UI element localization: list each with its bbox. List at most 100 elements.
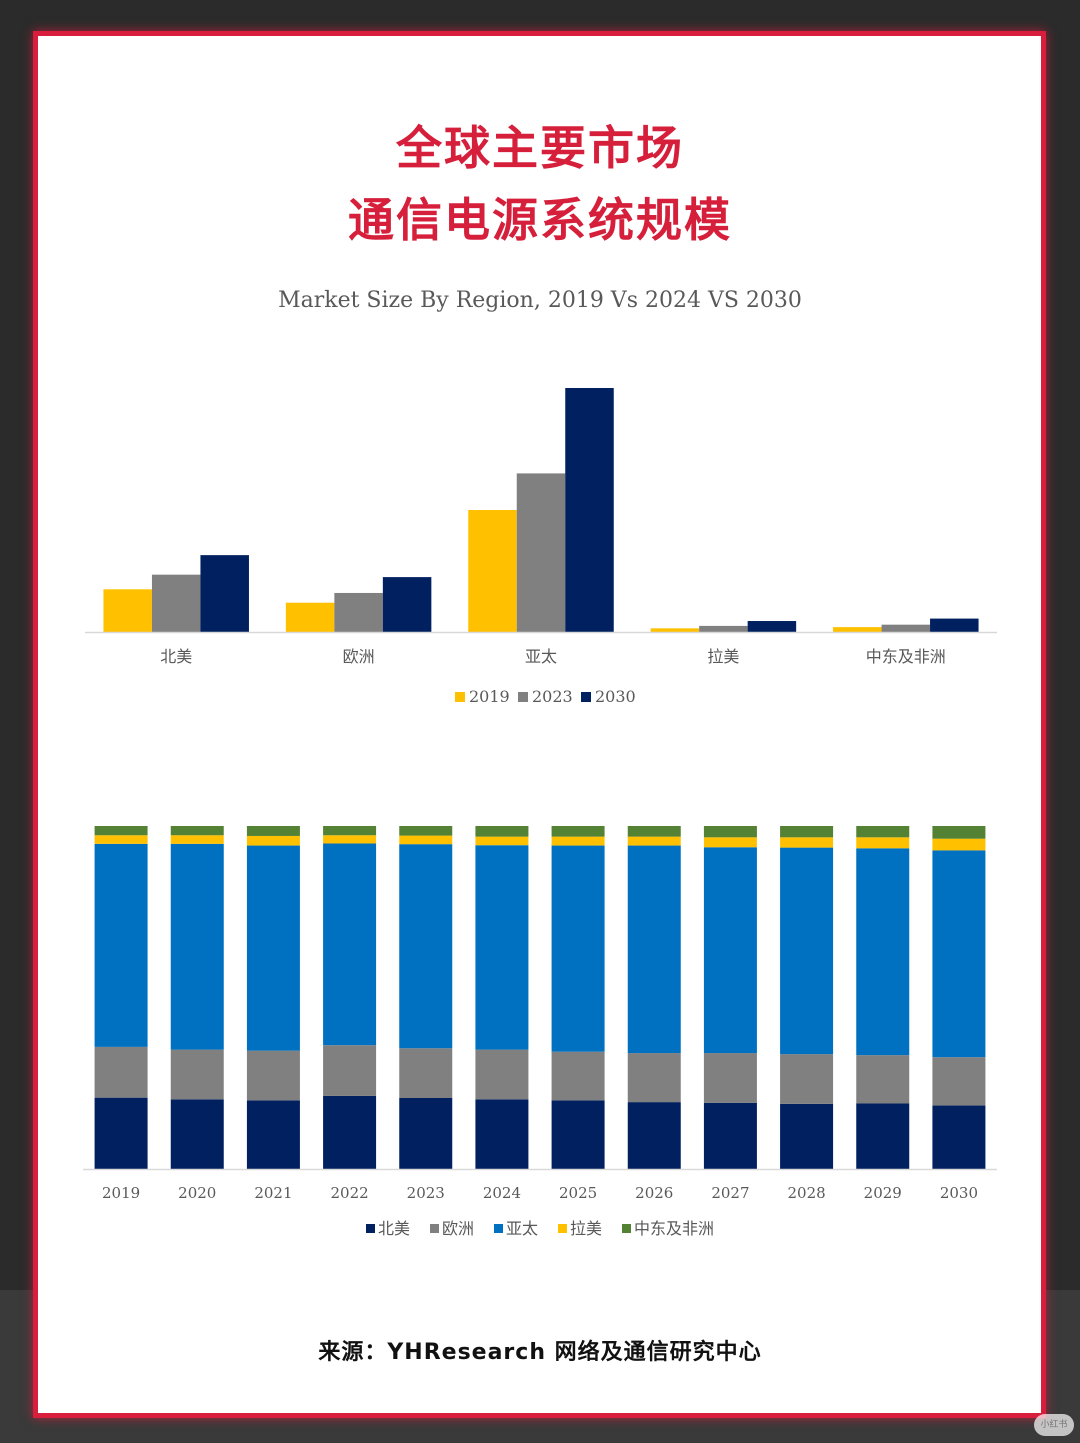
stack-2020-亚太 [170,843,224,1050]
stack-2021-中东及非洲 [246,826,300,836]
legend-swatch-2023 [518,692,528,702]
stack-2020-拉美 [170,835,224,844]
stack-2022-拉美 [323,835,377,844]
x-tick-label: 拉美 [707,647,739,666]
stack-2030-亚太 [932,850,986,1058]
stack-2022-中东及非洲 [323,826,377,836]
stack-2028-欧洲 [780,1054,834,1104]
legend-label-2019: 2019 [469,687,510,706]
bar-中东及非洲-2019 [833,627,882,632]
stack-2019-拉美 [94,835,148,844]
stack-2019-亚太 [94,843,148,1047]
legend-label-欧洲: 欧洲 [442,1219,474,1238]
legend-label-中东及非洲: 中东及非洲 [634,1219,714,1238]
stack-2024-中东及非洲 [475,826,529,837]
stack-2025-北美 [551,1100,605,1169]
legend-swatch-欧洲 [430,1224,439,1233]
stack-2029-欧洲 [856,1055,910,1104]
stack-2027-北美 [703,1102,757,1169]
legend-label-北美: 北美 [378,1219,410,1238]
stack-2022-欧洲 [323,1045,377,1096]
bar-中东及非洲-2030 [930,618,979,632]
chart-subtitle: Market Size By Region, 2019 Vs 2024 VS 2… [278,288,802,313]
stack-2028-亚太 [780,847,834,1055]
bar-北美-2019 [103,589,152,632]
regional-bar-chart: 北美 欧洲 亚太 拉美 中东及非洲 2019 2023 2030 [85,388,997,706]
bar-欧洲-2019 [285,602,335,632]
bar-欧洲-2023 [334,592,383,632]
stack-2027-拉美 [703,837,757,848]
stack-2019-北美 [94,1097,148,1169]
legend-swatch-2030 [581,692,591,702]
stack-2021-北美 [246,1100,300,1169]
legend-swatch-北美 [366,1224,375,1233]
stack-2023-拉美 [399,835,453,845]
bar-拉美-2019 [650,628,700,632]
source-note: 来源：YHResearch 网络及通信研究中心 [318,1340,762,1365]
bar-拉美-2030 [747,621,797,632]
stack-2021-欧洲 [246,1050,300,1101]
stack-2029-北美 [856,1103,910,1169]
stack-2021-拉美 [246,835,300,846]
bar-亚太-2023 [516,473,566,632]
bar-北美-2030 [200,555,249,632]
x-tick-label: 2026 [635,1184,673,1202]
stack-2026-欧洲 [627,1053,681,1103]
bar-亚太-2019 [468,510,517,632]
stack-2024-亚太 [475,845,529,1050]
stack-2030-中东及非洲 [932,826,986,839]
stack-2029-拉美 [856,837,910,849]
stack-2029-中东及非洲 [856,826,910,838]
stack-2027-亚太 [703,847,757,1054]
stack-2019-欧洲 [94,1046,148,1098]
x-tick-label: 亚太 [525,647,557,666]
x-tick-label: 2022 [330,1184,368,1202]
bar-中东及非洲-2023 [881,624,931,632]
stacked-share-chart: 2019 2020 2021 2022 2023 2024 2025 2026 2027 2028… [83,826,997,1238]
x-tick-label: 2027 [711,1184,749,1202]
stack-2028-北美 [780,1103,834,1169]
watermark-logo: 小红书 [1034,1414,1074,1436]
bar-北美-2023 [151,574,201,632]
stack-2020-中东及非洲 [170,826,224,836]
stack-2030-欧洲 [932,1057,986,1106]
x-tick-label: 中东及非洲 [866,647,946,666]
stack-2025-欧洲 [551,1051,605,1101]
poster-frame [33,31,1046,1418]
stack-2020-欧洲 [170,1049,224,1100]
stack-2024-拉美 [475,836,529,846]
stack-2023-欧洲 [399,1048,453,1098]
stack-2025-中东及非洲 [551,826,605,837]
stack-2019-中东及非洲 [94,826,148,836]
page-title-line2: 通信电源系统规模 [348,193,732,247]
stack-2028-拉美 [780,837,834,848]
stack-2027-中东及非洲 [703,826,757,838]
legend-label-2023: 2023 [532,687,573,706]
stack-2029-亚太 [856,848,910,1056]
stack-2030-北美 [932,1105,986,1169]
stack-2020-北美 [170,1099,224,1169]
legend-swatch-亚太 [494,1224,503,1233]
stack-2025-拉美 [551,836,605,846]
x-tick-label: 2030 [940,1184,978,1202]
stack-2023-北美 [399,1097,453,1169]
stack-2026-拉美 [627,836,681,846]
x-tick-label: 北美 [160,647,192,666]
stack-2027-欧洲 [703,1053,757,1103]
legend-swatch-拉美 [558,1224,567,1233]
stack-2028-中东及非洲 [780,826,834,838]
legend-label-拉美: 拉美 [570,1219,602,1238]
stack-2024-北美 [475,1099,529,1169]
stack-2022-亚太 [323,843,377,1046]
x-tick-label: 2025 [559,1184,597,1202]
x-tick-label: 2028 [787,1184,825,1202]
stack-2023-亚太 [399,844,453,1049]
x-tick-label: 2024 [483,1184,521,1202]
bar-欧洲-2030 [382,577,432,632]
stack-2025-亚太 [551,845,605,1052]
x-tick-label: 欧洲 [343,647,375,666]
bar-亚太-2030 [565,388,614,632]
stack-2022-北美 [323,1095,377,1169]
x-tick-label: 2020 [178,1184,216,1202]
stack-2021-亚太 [246,845,300,1051]
